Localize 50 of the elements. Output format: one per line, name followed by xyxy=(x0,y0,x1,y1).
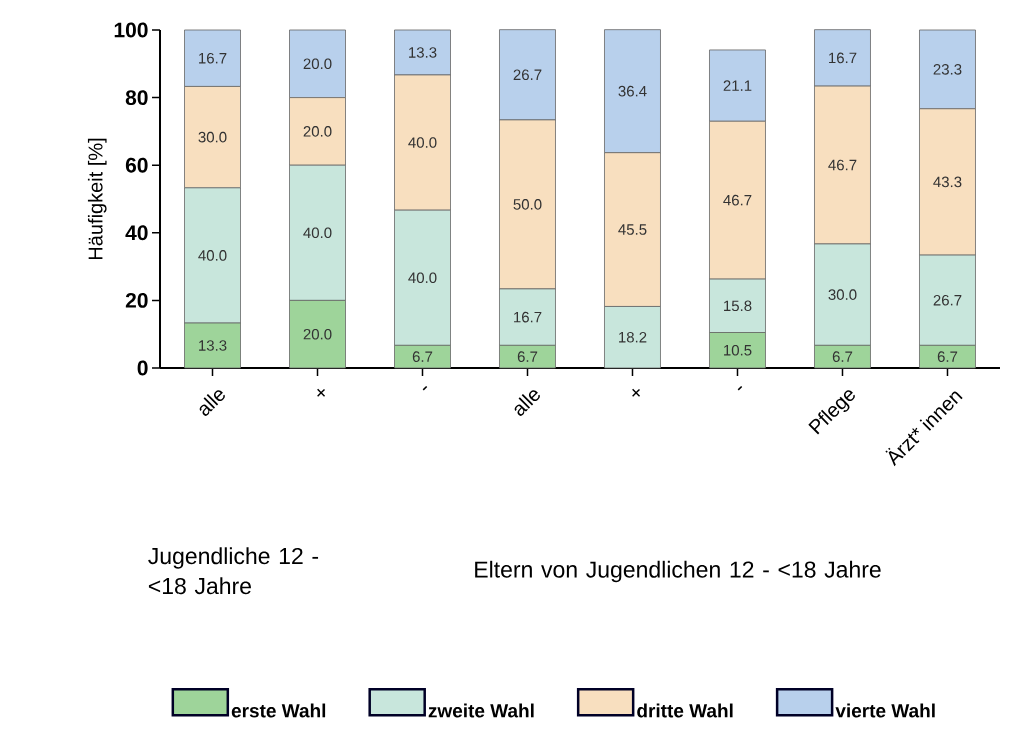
data-label: 26.7 xyxy=(933,294,962,306)
y-tick-label: 20 xyxy=(125,292,148,308)
data-label: 16.7 xyxy=(829,52,857,64)
data-label: 18.2 xyxy=(619,331,647,343)
x-tick-label: + xyxy=(317,388,326,397)
data-label: 30.0 xyxy=(198,131,227,143)
data-label: 6.7 xyxy=(517,351,538,362)
x-tick-label: + xyxy=(632,388,641,397)
data-label: 26.7 xyxy=(513,69,542,81)
data-label: 20.0 xyxy=(303,328,332,340)
y-tick-label: 60 xyxy=(125,157,148,173)
data-label: 21.1 xyxy=(723,80,752,91)
data-label: 40.0 xyxy=(408,272,437,284)
text: Eltern von Jugendlichen 12 - <18 Jahre xyxy=(475,560,881,583)
data-label: 16.7 xyxy=(199,52,227,64)
legend-label: zweite Wahl xyxy=(428,703,534,718)
x-tick-label: alle xyxy=(199,390,225,416)
data-label: 30.0 xyxy=(828,289,857,300)
data-label: 6.7 xyxy=(412,351,433,362)
data-label: 16.7 xyxy=(514,311,542,323)
data-label: 23.3 xyxy=(933,64,962,75)
legend-label: erste Wahl xyxy=(231,703,326,718)
data-label: 6.7 xyxy=(937,351,958,362)
data-label: 13.3 xyxy=(409,47,437,58)
data-label: 20.0 xyxy=(303,126,332,137)
legend-label: vierte Wahl xyxy=(835,703,935,718)
x-tick-label: - xyxy=(737,385,743,391)
data-label: 6.7 xyxy=(832,351,853,362)
y-axis-title: Häufigkeit [%] xyxy=(87,138,107,260)
data-label: 43.3 xyxy=(933,176,962,188)
y-tick-label: 100 xyxy=(114,22,148,38)
data-label: 50.0 xyxy=(513,199,542,210)
x-tick-label: alle xyxy=(514,390,540,416)
y-tick-label: 80 xyxy=(125,90,148,106)
data-label: 40.0 xyxy=(303,227,332,239)
data-label: 15.8 xyxy=(724,300,752,312)
data-label: 36.4 xyxy=(618,85,647,97)
data-label: 40.0 xyxy=(198,250,227,261)
legend-label: dritte Wahl xyxy=(637,703,733,718)
data-label: 45.5 xyxy=(618,224,647,235)
y-tick-label: 40 xyxy=(125,225,148,241)
text: Jugendliche 12 - <18 Jahre xyxy=(148,547,319,595)
data-label: 13.3 xyxy=(199,340,227,351)
data-label: 10.5 xyxy=(724,344,752,356)
data-label: 46.7 xyxy=(828,159,857,171)
data-label: 40.0 xyxy=(408,137,437,148)
data-label: 20.0 xyxy=(303,58,332,70)
y-tick-label: 0 xyxy=(137,360,148,376)
data-label: 46.7 xyxy=(723,194,752,206)
x-tick-label: - xyxy=(422,385,428,391)
